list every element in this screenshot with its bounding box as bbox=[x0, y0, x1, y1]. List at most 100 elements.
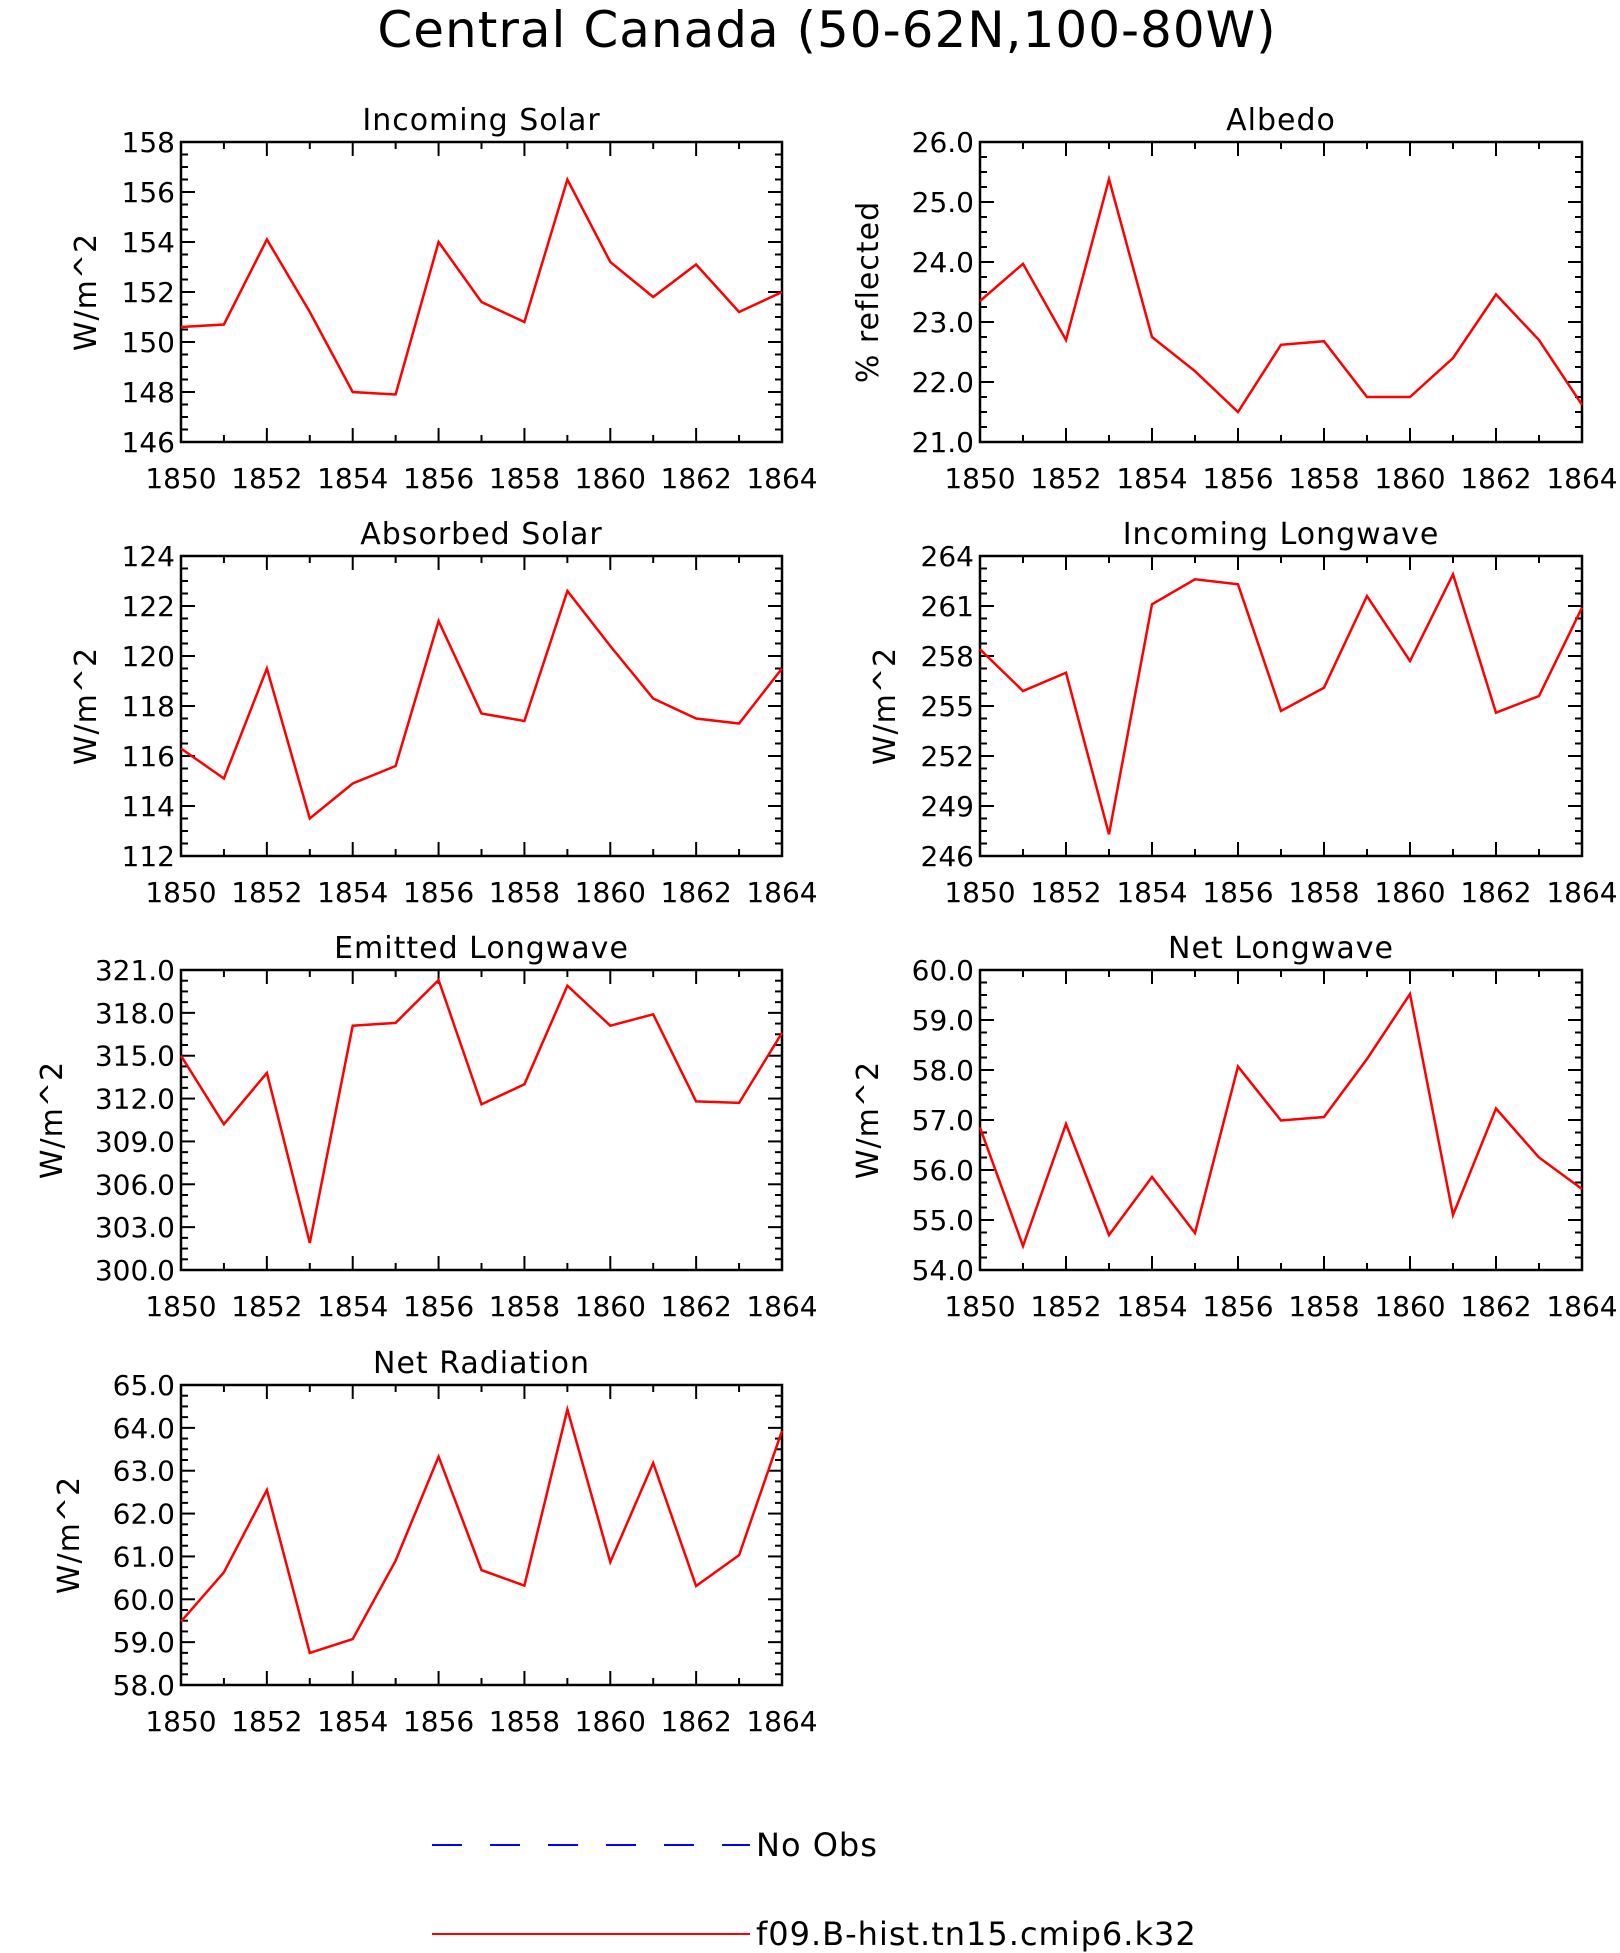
y-axis-label: % reflected bbox=[851, 201, 886, 383]
x-tick-label: 1856 bbox=[1202, 462, 1273, 495]
series-line bbox=[180, 176, 783, 396]
panel-title: Albedo bbox=[1226, 103, 1336, 138]
x-tick-label: 1850 bbox=[145, 1290, 216, 1323]
panel-incoming-longwave: 1850 1852 1854 1856 1858 1860 1862 1864 246 249 25… bbox=[868, 517, 1618, 909]
x-tick-label: 1862 bbox=[661, 1705, 732, 1738]
legend: No Obs f09.B-hist.tn15.cmip6.k32 bbox=[432, 1826, 1196, 1953]
y-tick-label: 118 bbox=[122, 690, 175, 723]
panel-absorbed-solar: 1850 1852 1854 1856 1858 1860 1862 1864 112 114 11… bbox=[69, 517, 818, 909]
x-tick-label: 1850 bbox=[944, 1290, 1015, 1323]
y-tick-label: 23.0 bbox=[912, 306, 974, 339]
panel-net-longwave: 1850 1852 1854 1856 1858 1860 1862 1864 54.0 55.0… bbox=[851, 931, 1618, 1323]
y-tick-label: 315.0 bbox=[95, 1040, 175, 1073]
x-tick-label: 1862 bbox=[661, 1290, 732, 1323]
y-tick-label: 58.0 bbox=[912, 1054, 974, 1087]
x-tick-label: 1854 bbox=[1116, 876, 1187, 909]
x-tick-label: 1850 bbox=[944, 876, 1015, 909]
x-tick-label: 1858 bbox=[489, 462, 560, 495]
x-tick-label: 1854 bbox=[1116, 462, 1187, 495]
y-tick-label: 54.0 bbox=[912, 1254, 974, 1287]
panel-emitted-longwave: 1850 1852 1854 1856 1858 1860 1862 1864 300.0 303… bbox=[35, 931, 818, 1323]
y-tick-label: 249 bbox=[921, 790, 974, 823]
x-tick-label: 1850 bbox=[145, 462, 216, 495]
x-tick-label: 1864 bbox=[1546, 462, 1617, 495]
x-tick-label: 1850 bbox=[145, 876, 216, 909]
y-tick-label: 148 bbox=[122, 376, 175, 409]
legend-label-no-obs: No Obs bbox=[756, 1826, 878, 1864]
x-tick-label: 1854 bbox=[317, 1705, 388, 1738]
panel-incoming-solar: 1850 1852 1854 1856 1858 1860 1862 1864 146 148 15… bbox=[69, 103, 818, 495]
y-tick-label: 59.0 bbox=[912, 1004, 974, 1037]
x-tick-label: 1860 bbox=[575, 1290, 646, 1323]
x-tick-label: 1850 bbox=[145, 1705, 216, 1738]
y-tick-label: 255 bbox=[921, 690, 974, 723]
y-tick-label: 120 bbox=[122, 640, 175, 673]
panel-title: Incoming Longwave bbox=[1123, 517, 1440, 552]
y-tick-label: 64.0 bbox=[113, 1412, 175, 1445]
x-tick-label: 1854 bbox=[317, 1290, 388, 1323]
y-tick-label: 61.0 bbox=[113, 1540, 175, 1573]
x-tick-label: 1864 bbox=[746, 462, 817, 495]
x-tick-label: 1850 bbox=[944, 462, 1015, 495]
x-tick-label: 1864 bbox=[746, 876, 817, 909]
y-tick-label: 303.0 bbox=[95, 1211, 175, 1244]
x-tick-label: 1860 bbox=[1374, 876, 1445, 909]
x-tick-label: 1856 bbox=[403, 1290, 474, 1323]
x-tick-label: 1862 bbox=[661, 462, 732, 495]
x-tick-label: 1860 bbox=[575, 876, 646, 909]
plot-frame bbox=[179, 554, 784, 858]
x-tick-label: 1862 bbox=[1460, 462, 1531, 495]
plot-frame bbox=[978, 554, 1584, 858]
x-tick-label: 1860 bbox=[575, 462, 646, 495]
y-tick-label: 24.0 bbox=[912, 246, 974, 279]
x-tick-label: 1858 bbox=[1288, 1290, 1359, 1323]
x-tick-label: 1856 bbox=[1202, 1290, 1273, 1323]
plot-frame bbox=[978, 140, 1584, 444]
panel-title: Net Radiation bbox=[373, 1346, 590, 1381]
y-tick-label: 261 bbox=[921, 590, 974, 623]
series-line bbox=[979, 570, 1584, 835]
panel-title: Absorbed Solar bbox=[360, 517, 602, 552]
x-tick-label: 1856 bbox=[403, 876, 474, 909]
x-tick-label: 1856 bbox=[1202, 876, 1273, 909]
y-tick-label: 321.0 bbox=[95, 954, 175, 987]
x-tick-label: 1856 bbox=[403, 1705, 474, 1738]
y-tick-label: 150 bbox=[122, 326, 175, 359]
panel-title: Emitted Longwave bbox=[334, 931, 629, 966]
x-tick-label: 1864 bbox=[746, 1705, 817, 1738]
series-line bbox=[179, 977, 784, 1244]
y-axis-label: W/m^2 bbox=[868, 647, 903, 765]
x-tick-label: 1856 bbox=[403, 462, 474, 495]
y-tick-label: 156 bbox=[122, 176, 175, 209]
y-tick-label: 58.0 bbox=[113, 1669, 175, 1702]
x-tick-label: 1864 bbox=[1546, 1290, 1617, 1323]
plot-frame bbox=[179, 1383, 784, 1687]
y-tick-label: 114 bbox=[122, 790, 175, 823]
x-tick-label: 1852 bbox=[231, 462, 302, 495]
x-tick-label: 1852 bbox=[231, 1705, 302, 1738]
y-tick-label: 152 bbox=[122, 276, 175, 309]
x-tick-label: 1864 bbox=[746, 1290, 817, 1323]
x-tick-label: 1854 bbox=[1116, 1290, 1187, 1323]
y-tick-label: 65.0 bbox=[113, 1369, 175, 1402]
plot-frame bbox=[179, 968, 784, 1272]
y-tick-label: 21.0 bbox=[912, 426, 974, 459]
x-tick-label: 1860 bbox=[575, 1705, 646, 1738]
series-line bbox=[978, 990, 1583, 1250]
y-axis-label: W/m^2 bbox=[35, 1061, 70, 1179]
figure-title: Central Canada (50-62N,100-80W) bbox=[377, 1, 1276, 59]
panel-title: Net Longwave bbox=[1168, 931, 1394, 966]
series-line bbox=[180, 1404, 784, 1655]
x-tick-label: 1854 bbox=[317, 876, 388, 909]
x-tick-label: 1858 bbox=[489, 1290, 560, 1323]
y-axis-label: W/m^2 bbox=[851, 1061, 886, 1179]
y-tick-label: 56.0 bbox=[912, 1154, 974, 1187]
x-tick-label: 1852 bbox=[1030, 462, 1101, 495]
y-tick-label: 309.0 bbox=[95, 1125, 175, 1158]
y-tick-label: 306.0 bbox=[95, 1168, 175, 1201]
y-tick-label: 112 bbox=[122, 840, 175, 873]
x-tick-label: 1864 bbox=[1546, 876, 1617, 909]
y-tick-label: 264 bbox=[921, 540, 974, 573]
series-line bbox=[979, 174, 1584, 414]
